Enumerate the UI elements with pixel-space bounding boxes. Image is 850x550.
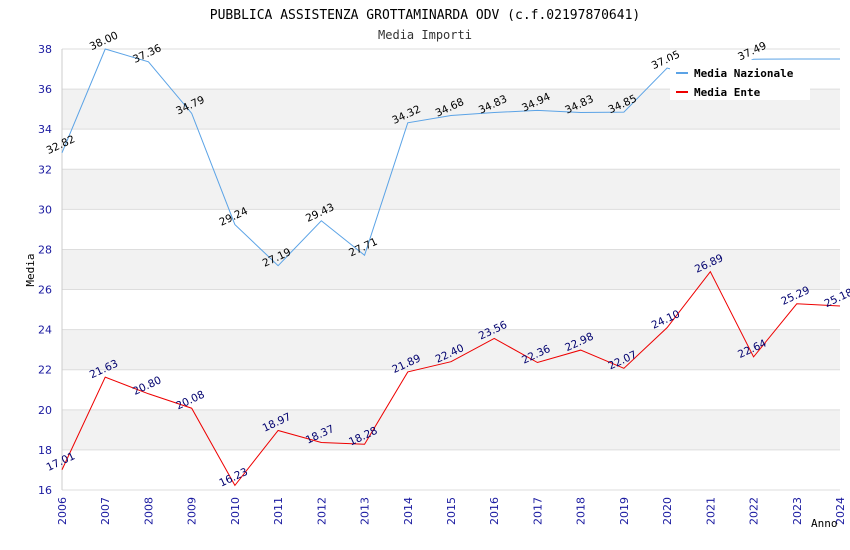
x-tick-label: 2010 (229, 497, 242, 525)
x-tick-label: 2007 (99, 497, 112, 525)
x-tick-label: 2023 (791, 497, 804, 525)
data-labels: 32.8238.0037.3634.7929.2427.1929.4327.71… (45, 29, 850, 489)
x-tick-label: 2009 (186, 497, 199, 525)
x-tick-label: 2006 (56, 497, 69, 525)
y-tick-label: 34 (38, 123, 52, 136)
x-tick-label: 2021 (704, 497, 717, 525)
data-label: 32.82 (45, 133, 77, 157)
y-axis-label: Media (24, 253, 37, 286)
data-label: 37.36 (131, 42, 164, 66)
legend-entry: Media Ente (694, 86, 761, 99)
y-tick-label: 30 (38, 203, 52, 216)
x-tick-label: 2020 (661, 497, 674, 525)
y-tick-label: 38 (38, 43, 52, 56)
y-tick-label: 24 (38, 324, 52, 337)
chart-title: PUBBLICA ASSISTENZA GROTTAMINARDA ODV (c… (210, 8, 640, 23)
data-label: 38.00 (88, 29, 120, 53)
chart-subtitle: Media Importi (378, 28, 472, 42)
x-tick-label: 2022 (748, 497, 761, 525)
y-tick-label: 18 (38, 444, 52, 457)
x-tick-label: 2015 (445, 497, 458, 525)
x-tick-label: 2017 (531, 497, 544, 525)
legend-entry: Media Nazionale (694, 67, 794, 80)
grid-band (62, 249, 840, 290)
x-tick-label: 2019 (618, 497, 631, 525)
x-tick-label: 2018 (575, 497, 588, 525)
x-tick-label: 2014 (402, 497, 415, 525)
grid-lines (61, 48, 840, 491)
data-label: 16.23 (217, 466, 249, 490)
x-tick-label: 2024 (834, 497, 847, 525)
legend: Media Nazionale Media Ente (670, 60, 810, 100)
grid-band (62, 169, 840, 210)
y-axis-ticks: 16 18 20 22 24 26 28 30 32 34 36 38 (38, 43, 52, 497)
y-tick-label: 26 (38, 284, 52, 297)
x-axis-ticks: 2006 2007 2008 2009 2010 2011 2012 2013 2014 2015… (56, 497, 847, 525)
x-tick-label: 2011 (272, 497, 285, 525)
y-tick-label: 36 (38, 83, 52, 96)
grid-bands (62, 89, 840, 450)
x-tick-label: 2012 (315, 497, 328, 525)
x-tick-label: 2008 (142, 497, 155, 525)
x-tick-label: 2016 (488, 497, 501, 525)
legend-box (670, 60, 810, 100)
y-tick-label: 20 (38, 404, 52, 417)
y-tick-label: 22 (38, 364, 52, 377)
grid-band (62, 329, 840, 370)
y-tick-label: 28 (38, 243, 52, 256)
series-line-media-ente (61, 270, 841, 487)
data-label: 20.80 (131, 374, 163, 398)
x-axis-label: Anno (811, 517, 838, 530)
y-tick-label: 16 (38, 484, 52, 497)
grid-band (62, 409, 840, 450)
y-tick-label: 32 (38, 163, 52, 176)
x-tick-label: 2013 (359, 497, 372, 525)
data-label: 20.08 (174, 389, 206, 413)
